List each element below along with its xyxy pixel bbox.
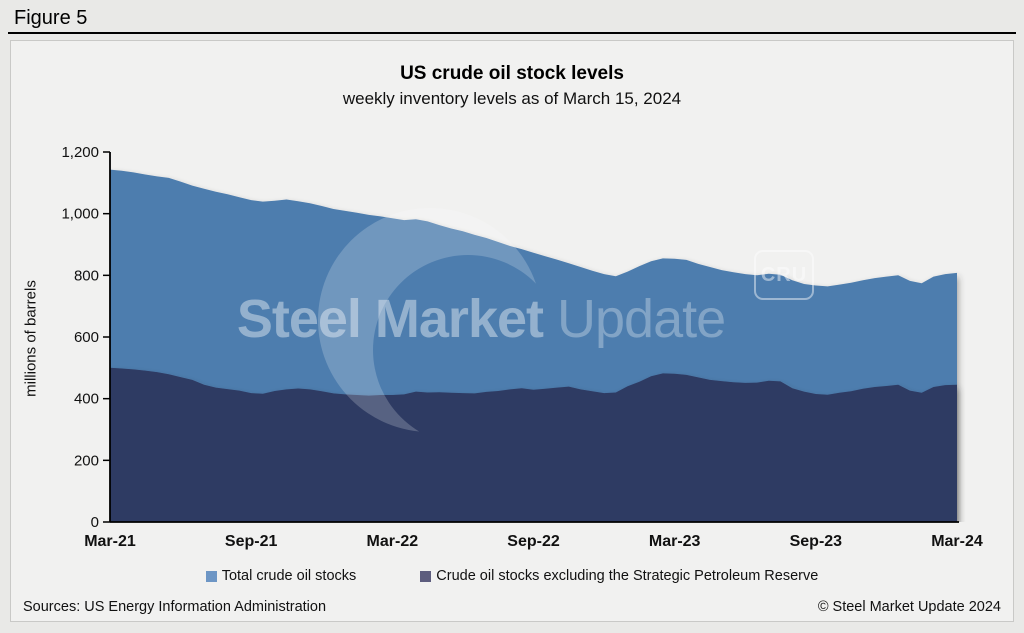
footer-sources: Sources: US Energy Information Administr… [23,599,327,615]
x-tick-label: Sep-21 [225,533,278,550]
footer-copyright: © Steel Market Update 2024 [817,599,1001,615]
legend-item-excl-spr: Crude oil stocks excluding the Strategic… [420,568,818,584]
chart-panel: US crude oil stock levels weekly invento… [10,40,1014,622]
legend-marker-excl-spr-icon [420,570,432,582]
x-tick-label: Mar-24 [931,533,983,550]
legend-marker-total-icon [205,570,217,582]
y-tick-label: 0 [91,514,99,531]
legend-label-excl-spr: Crude oil stocks excluding the Strategic… [436,568,819,584]
legend: Total crude oil stocks Crude oil stocks … [11,568,1013,584]
area-series-excl-spr [110,367,957,522]
x-tick-label: Mar-22 [367,533,419,550]
stock-area-chart: 0 200 400 600 800 1,000 1,200 Mar-21 Sep-21 Mar-2… [61,144,983,550]
y-tick-label: 400 [74,391,99,408]
figure-label: Figure 5 [14,7,88,29]
y-tick-label: 200 [74,452,99,469]
x-tick-label: Sep-22 [507,533,560,550]
x-tick-label: Sep-23 [790,533,843,550]
x-tick-label: Mar-23 [649,533,701,550]
chart-subtitle: weekly inventory levels as of March 15, … [342,89,682,108]
y-tick-label: 1,200 [61,144,99,161]
x-tick-label: Mar-21 [84,533,136,550]
y-tick-label: 600 [74,329,99,346]
y-tick-label: 800 [74,267,99,284]
chart-title: US crude oil stock levels [400,63,624,84]
figure-header-divider [8,0,1016,34]
legend-item-total: Total crude oil stocks [205,568,357,584]
y-tick-label: 1,000 [61,206,99,223]
legend-label-total: Total crude oil stocks [221,568,357,584]
